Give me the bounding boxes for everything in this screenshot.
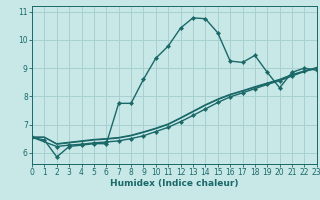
X-axis label: Humidex (Indice chaleur): Humidex (Indice chaleur) [110, 179, 239, 188]
